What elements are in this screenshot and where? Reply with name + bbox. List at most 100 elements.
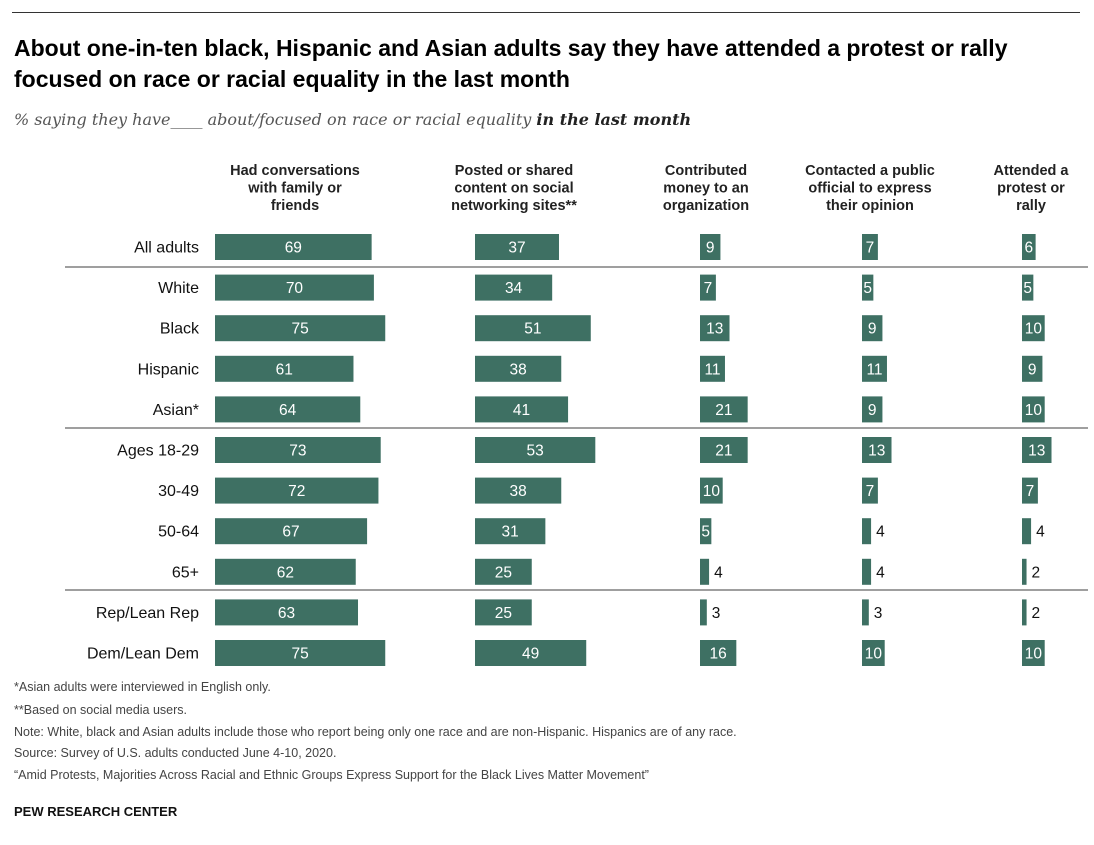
- bar-black-col2: [475, 315, 591, 342]
- data-label: 10: [865, 646, 883, 663]
- bar-dem-lean-dem-col1: [215, 640, 386, 666]
- data-label: 4: [876, 524, 885, 541]
- bar-black-col5: [1022, 315, 1045, 342]
- data-label: 10: [1025, 321, 1043, 338]
- bar-asian-col3: [700, 396, 748, 423]
- data-label: 73: [289, 443, 306, 460]
- row-label-black: Black: [160, 321, 200, 338]
- column-header-line: official to express: [808, 181, 931, 197]
- bar-white-col3: [700, 274, 716, 301]
- bar-all-adults-col4: [862, 234, 878, 260]
- data-label: 4: [1036, 524, 1045, 541]
- data-label: 49: [522, 646, 539, 663]
- bar-50-64-col5: [1022, 518, 1032, 545]
- data-label: 6: [1024, 240, 1033, 257]
- bar-asian-col5: [1022, 396, 1045, 423]
- data-label: 34: [505, 280, 523, 297]
- column-header-line: their opinion: [826, 198, 914, 214]
- column-header-4: Contacted a public official to express the…: [805, 163, 935, 214]
- data-label: 16: [710, 646, 727, 663]
- column-header-line: Attended a: [994, 163, 1070, 179]
- bar-asian-col1: [215, 396, 361, 423]
- top-rule: [12, 12, 1080, 13]
- data-label: 13: [706, 321, 723, 338]
- chart-title: About one-in-ten black, Hispanic and Asi…: [14, 35, 1008, 92]
- data-label: 13: [868, 443, 885, 460]
- column-header-line: Contacted a public: [805, 163, 935, 179]
- note-race-definitions: Note: White, black and Asian adults incl…: [14, 725, 737, 739]
- bar-asian-col4: [862, 396, 883, 423]
- bar-30-49-col4: [862, 477, 878, 504]
- bar-all-adults-col3: [700, 234, 721, 260]
- data-label: 9: [1028, 361, 1037, 378]
- row-label-all-adults: All adults: [134, 240, 199, 257]
- bar-65-col2: [475, 558, 532, 585]
- data-label: 13: [1028, 443, 1045, 460]
- bar-white-col1: [215, 274, 374, 301]
- data-label: 21: [715, 443, 732, 460]
- column-header-line: Had conversations: [230, 163, 360, 179]
- column-header-line: Contributed: [665, 163, 747, 179]
- row-label-white: White: [158, 280, 199, 297]
- chart-subtitle: % saying they have____ about/focused on …: [14, 110, 691, 129]
- data-label: 7: [1026, 483, 1035, 500]
- bar-ages-18-29-col4: [862, 437, 892, 463]
- bar-white-col2: [475, 274, 553, 301]
- data-label: 25: [495, 605, 512, 622]
- bar-dem-lean-dem-col4: [862, 640, 885, 666]
- data-label: 67: [282, 524, 299, 541]
- data-label: 63: [278, 605, 295, 622]
- data-label: 41: [513, 402, 530, 419]
- column-header-3: Contributed money to an organization: [663, 163, 749, 214]
- row-label-65: 65+: [172, 564, 199, 581]
- bar-rep-lean-rep-col3: [700, 599, 707, 626]
- bar-black-col3: [700, 315, 730, 342]
- data-label: 70: [286, 280, 304, 297]
- column-header-line: protest or: [997, 181, 1065, 197]
- bar-rep-lean-rep-col1: [215, 599, 359, 626]
- row-label-ages-18-29: Ages 18-29: [117, 443, 199, 460]
- data-label: 69: [285, 240, 302, 257]
- bar-30-49-col5: [1022, 477, 1038, 504]
- bar-black-col4: [862, 315, 883, 342]
- column-header-1: Had conversations with family or friends: [230, 163, 360, 214]
- bar-ages-18-29-col1: [215, 437, 381, 463]
- bar-65-col1: [215, 558, 356, 585]
- bar-rep-lean-rep-col4: [862, 599, 869, 626]
- data-label: 37: [508, 240, 525, 257]
- data-label: 38: [510, 361, 527, 378]
- column-header-line: Posted or shared: [455, 163, 573, 179]
- column-header-line: organization: [663, 198, 749, 214]
- column-header-2: Posted or shared content on social network…: [451, 163, 577, 214]
- data-label: 31: [502, 524, 519, 541]
- subtitle-emphasis: in the last month: [536, 110, 692, 129]
- column-header-5: Attended a protest or rally: [994, 163, 1070, 214]
- row-label-50-64: 50-64: [158, 524, 199, 541]
- data-label: 2: [1032, 605, 1041, 622]
- data-label: 5: [1023, 280, 1032, 297]
- bar-black-col1: [215, 315, 386, 342]
- source-note: Source: Survey of U.S. adults conducted …: [14, 746, 337, 760]
- data-label: 11: [866, 361, 882, 378]
- bar-ages-18-29-col2: [475, 437, 596, 463]
- data-label: 10: [703, 483, 721, 500]
- bar-dem-lean-dem-col3: [700, 640, 737, 666]
- data-label: 72: [288, 483, 305, 500]
- data-label: 53: [527, 443, 544, 460]
- bar-65-col5: [1022, 558, 1027, 585]
- data-label: 4: [714, 564, 723, 581]
- column-header-line: friends: [271, 198, 319, 214]
- row-label-dem-lean-dem: Dem/Lean Dem: [87, 646, 199, 663]
- bar-50-64-col1: [215, 518, 368, 545]
- report-title-note: “Amid Protests, Majorities Across Racial…: [14, 768, 649, 782]
- bar-hispanic-col2: [475, 355, 562, 382]
- column-header-line: with family or: [247, 181, 342, 197]
- bar-rep-lean-rep-col5: [1022, 599, 1027, 626]
- pew-research-center-logo-text: PEW RESEARCH CENTER: [14, 804, 178, 819]
- bar-30-49-col1: [215, 477, 379, 504]
- column-header-line: networking sites**: [451, 198, 577, 214]
- bar-ages-18-29-col3: [700, 437, 748, 463]
- bar-asian-col2: [475, 396, 569, 423]
- data-label: 5: [863, 280, 872, 297]
- data-label: 9: [868, 402, 877, 419]
